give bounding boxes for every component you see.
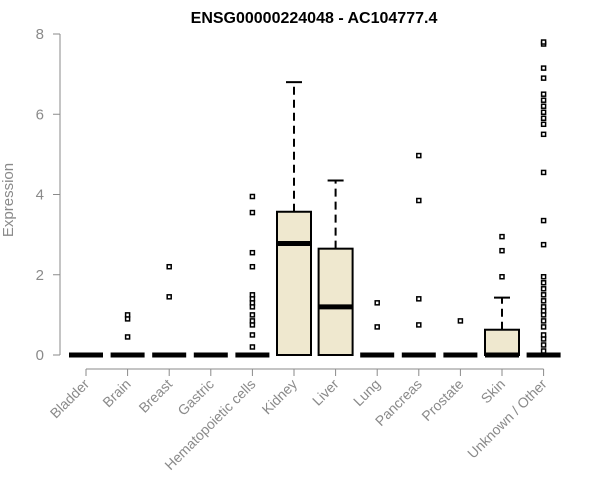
box-breast	[152, 263, 187, 358]
y-tick-label: 0	[36, 347, 44, 364]
x-tick-label-bladder: Bladder	[47, 376, 93, 422]
outlier-point	[540, 97, 547, 103]
outlier-point	[540, 217, 547, 224]
outlier-point	[540, 318, 547, 324]
outlier-point	[540, 342, 547, 348]
x-tick-label-unknown-other: Unknown / Other	[464, 376, 550, 462]
outlier-point	[124, 312, 131, 318]
outlier-point	[540, 304, 547, 310]
x-tick-label-skin: Skin	[478, 376, 509, 407]
outlier-point	[124, 334, 131, 340]
outlier-point	[374, 324, 380, 330]
outlier-point	[249, 312, 256, 318]
y-tick-label: 6	[36, 106, 44, 123]
outlier-point	[249, 193, 256, 200]
outlier-point	[540, 292, 547, 298]
box-unknown-other	[526, 39, 561, 358]
outlier-point	[540, 75, 547, 81]
outlier-point	[374, 300, 380, 306]
box-lung	[360, 300, 395, 358]
y-tick-label: 4	[36, 187, 44, 204]
box-kidney	[276, 81, 312, 356]
outlier-point	[540, 115, 547, 122]
chart-title: ENSG00000224048 - AC104777.4	[191, 10, 438, 27]
outlier-point	[416, 322, 422, 328]
outlier-point	[249, 249, 256, 256]
box-brain	[110, 312, 145, 358]
outlier-point	[540, 286, 547, 292]
box-pancreas	[401, 152, 436, 358]
x-tick-label-lung: Lung	[350, 376, 383, 409]
outlier-point	[166, 263, 172, 270]
box-liver	[317, 179, 354, 356]
outlier-point	[540, 241, 547, 248]
outlier-point	[249, 318, 256, 324]
outlier-point	[499, 233, 505, 240]
box-prostate	[443, 318, 478, 358]
plot-area	[69, 39, 561, 358]
y-tick-label: 8	[36, 26, 44, 43]
outlier-point	[540, 39, 547, 45]
outlier-point	[499, 247, 505, 254]
outlier-point	[249, 292, 256, 298]
outlier-point	[540, 332, 547, 338]
y-tick-label: 2	[36, 267, 44, 284]
outlier-point	[540, 103, 547, 109]
outlier-point	[249, 209, 256, 216]
outlier-point	[540, 348, 547, 354]
outlier-point	[540, 91, 547, 97]
x-tick-label-brain: Brain	[99, 376, 133, 410]
outlier-point	[457, 318, 464, 324]
outlier-point	[540, 298, 547, 304]
y-axis: 0 2 4 6 8	[36, 26, 61, 364]
x-tick-label-kidney: Kidney	[259, 376, 301, 418]
outlier-point	[249, 332, 256, 338]
outlier-point	[416, 197, 422, 204]
outlier-point	[499, 274, 505, 280]
x-tick-label-liver: Liver	[309, 376, 342, 409]
outlier-point	[540, 280, 547, 286]
y-axis-label: Expression	[0, 163, 17, 237]
box-skin	[484, 233, 520, 358]
x-tick-label-prostate: Prostate	[418, 376, 466, 424]
box-body	[484, 328, 520, 357]
outlier-point	[540, 121, 547, 128]
outlier-point	[416, 296, 422, 302]
x-tick-label-breast: Breast	[135, 376, 175, 416]
outlier-point	[540, 169, 547, 176]
box-body	[276, 210, 312, 356]
box-body	[317, 247, 354, 356]
outlier-point	[540, 324, 547, 330]
outlier-point	[540, 65, 547, 71]
outlier-point	[166, 294, 172, 300]
outlier-point	[249, 263, 256, 270]
outlier-point	[540, 109, 547, 115]
outlier-point	[540, 131, 547, 138]
outlier-point	[416, 152, 422, 159]
box-hematopoietic-cells	[235, 193, 270, 358]
outlier-point	[249, 344, 256, 350]
outlier-point	[540, 274, 547, 280]
